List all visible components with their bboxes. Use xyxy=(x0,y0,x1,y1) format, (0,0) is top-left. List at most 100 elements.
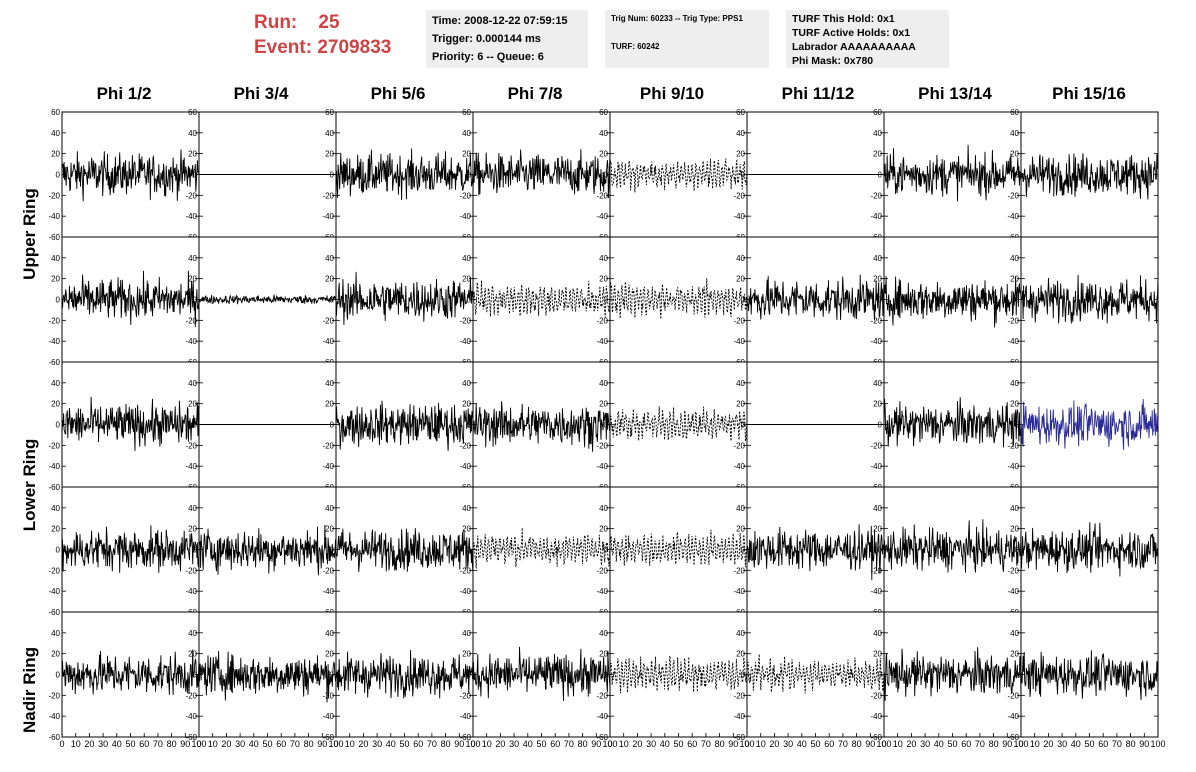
y-tick-label: -60 xyxy=(48,608,60,617)
y-tick-label: -60 xyxy=(48,483,60,492)
phi-header: Phi 5/6 xyxy=(370,84,426,103)
x-tick-label: 70 xyxy=(427,739,437,749)
x-tick-label: 30 xyxy=(920,739,930,749)
turf-hold-text: TURF This Hold: 0x1 xyxy=(792,13,895,25)
y-tick-label: -20 xyxy=(1007,441,1019,450)
y-tick-label: 60 xyxy=(188,108,197,117)
y-tick-label: 0 xyxy=(878,671,883,680)
y-tick-label: 0 xyxy=(604,296,609,305)
x-tick-label: 40 xyxy=(1071,739,1081,749)
y-tick-label: 0 xyxy=(741,671,746,680)
y-tick-label: 20 xyxy=(736,400,745,409)
y-tick-label: -40 xyxy=(596,212,608,221)
y-tick-label: 40 xyxy=(462,129,471,138)
y-tick-label: 20 xyxy=(873,400,882,409)
y-tick-label: -60 xyxy=(1007,733,1019,742)
x-tick-label: 60 xyxy=(961,739,971,749)
y-tick-label: 40 xyxy=(736,504,745,513)
x-tick-label: 100 xyxy=(1150,739,1165,749)
x-tick-label: 70 xyxy=(290,739,300,749)
waveform-trace xyxy=(1020,153,1159,200)
y-tick-label: 60 xyxy=(51,108,60,117)
y-tick-label: 20 xyxy=(462,275,471,284)
x-tick-label: 80 xyxy=(167,739,177,749)
waveform-trace xyxy=(61,149,200,202)
y-tick-label: -20 xyxy=(1007,191,1019,200)
x-tick-label: 60 xyxy=(824,739,834,749)
y-tick-label: 40 xyxy=(188,379,197,388)
y-tick-label: -40 xyxy=(185,337,197,346)
x-tick-label: 20 xyxy=(495,739,505,749)
y-tick-label: 0 xyxy=(467,296,472,305)
x-tick-label: 80 xyxy=(989,739,999,749)
y-tick-label: -20 xyxy=(48,191,60,200)
phi-header: Phi 9/10 xyxy=(639,84,705,103)
y-tick-label: 40 xyxy=(51,504,60,513)
waveform-trace xyxy=(61,649,200,696)
x-tick-label: 10 xyxy=(1030,739,1040,749)
run-row: Run: 25 xyxy=(254,10,391,35)
y-tick-label: -40 xyxy=(185,712,197,721)
y-tick-label: 40 xyxy=(1010,504,1019,513)
y-tick-label: -40 xyxy=(459,212,471,221)
waveform-trace xyxy=(1020,398,1159,451)
x-tick-label: 0 xyxy=(881,739,886,749)
event-row: Event: 2709833 xyxy=(254,35,391,60)
y-tick-label: 40 xyxy=(736,254,745,263)
x-tick-label: 30 xyxy=(646,739,656,749)
y-tick-label: 20 xyxy=(599,150,608,159)
waveform-trace xyxy=(883,519,1022,573)
panel-frame xyxy=(1020,611,1159,738)
y-tick-label: -20 xyxy=(596,191,608,200)
y-tick-label: -40 xyxy=(48,462,60,471)
y-tick-label: -40 xyxy=(733,587,745,596)
y-tick-label: 20 xyxy=(462,650,471,659)
y-tick-label: -60 xyxy=(733,733,745,742)
x-tick-label: 10 xyxy=(482,739,492,749)
y-tick-label: 0 xyxy=(56,296,61,305)
x-tick-label: 30 xyxy=(509,739,519,749)
waveform-trace xyxy=(883,397,1022,448)
x-tick-label: 70 xyxy=(701,739,711,749)
x-tick-label: 90 xyxy=(728,739,738,749)
y-tick-label: 40 xyxy=(325,504,334,513)
x-tick-label: 40 xyxy=(660,739,670,749)
y-tick-label: 0 xyxy=(878,171,883,180)
y-tick-label: -60 xyxy=(596,733,608,742)
y-tick-label: -40 xyxy=(1007,462,1019,471)
phi-header: Phi 1/2 xyxy=(96,84,152,103)
x-tick-label: 0 xyxy=(470,739,475,749)
y-tick-label: -40 xyxy=(870,587,882,596)
y-tick-label: 20 xyxy=(599,650,608,659)
x-tick-label: 60 xyxy=(1098,739,1108,749)
y-tick-label: 20 xyxy=(1010,400,1019,409)
y-tick-label: 0 xyxy=(741,171,746,180)
y-tick-label: -40 xyxy=(596,712,608,721)
x-tick-label: 30 xyxy=(235,739,245,749)
y-tick-label: 40 xyxy=(873,254,882,263)
waveform-trace xyxy=(335,649,474,699)
waveform-trace xyxy=(61,525,200,574)
panel-frame xyxy=(609,361,748,488)
x-tick-label: 60 xyxy=(276,739,286,749)
y-tick-label: -60 xyxy=(48,733,60,742)
waveform-trace xyxy=(609,655,748,694)
waveform-trace xyxy=(746,274,885,321)
y-tick-label: 0 xyxy=(604,671,609,680)
y-tick-label: 0 xyxy=(1015,171,1020,180)
y-tick-label: -40 xyxy=(322,212,334,221)
y-tick-label: 0 xyxy=(467,171,472,180)
y-tick-label: 0 xyxy=(878,421,883,430)
x-tick-label: 50 xyxy=(536,739,546,749)
y-tick-label: -20 xyxy=(596,441,608,450)
y-tick-label: 40 xyxy=(325,254,334,263)
turf-info-box: TURF This Hold: 0x1 TURF Active Holds: 0… xyxy=(786,10,949,68)
panel-frame xyxy=(609,111,748,238)
waveform-trace xyxy=(883,144,1022,202)
waveform-trace xyxy=(609,406,748,442)
y-tick-label: -40 xyxy=(185,212,197,221)
y-tick-label: 0 xyxy=(56,421,61,430)
y-tick-label: 0 xyxy=(1015,296,1020,305)
x-tick-label: 40 xyxy=(386,739,396,749)
y-tick-label: 0 xyxy=(604,546,609,555)
